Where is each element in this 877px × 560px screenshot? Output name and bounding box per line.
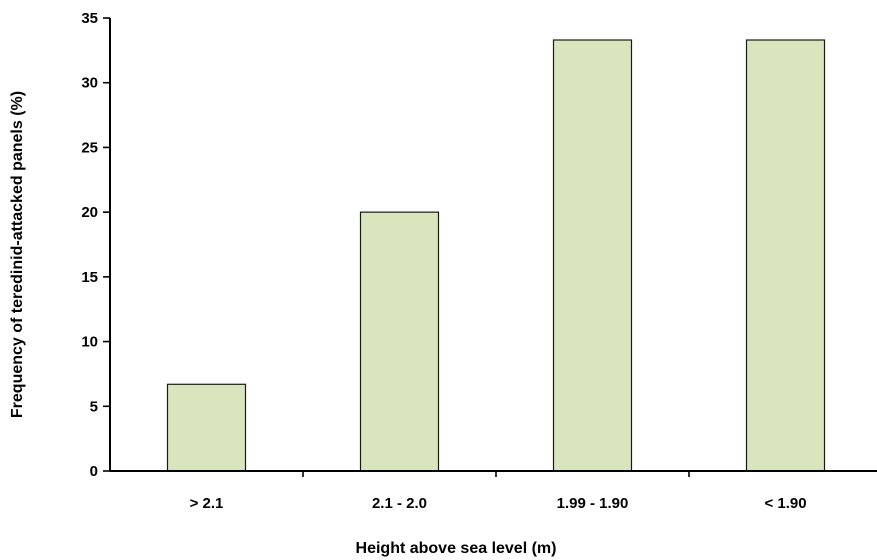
bars-group bbox=[166, 39, 826, 472]
x-tick-label: 2.1 - 2.0 bbox=[372, 495, 427, 512]
x-axis-title: Height above sea level (m) bbox=[356, 540, 557, 557]
x-axis-ticks: > 2.1 2.1 - 2.0 1.99 - 1.90 < 1.90 bbox=[190, 471, 807, 512]
y-tick-label: 25 bbox=[81, 139, 98, 156]
bar bbox=[166, 383, 247, 472]
bar bbox=[745, 39, 826, 472]
y-tick-label: 15 bbox=[81, 269, 98, 286]
y-axis-title: Frequency of teredinid-attacked panels (… bbox=[9, 91, 26, 418]
y-tick-label: 30 bbox=[81, 75, 98, 92]
x-tick-label: 1.99 - 1.90 bbox=[557, 495, 629, 512]
bar bbox=[552, 39, 633, 472]
y-tick-label: 0 bbox=[90, 463, 98, 480]
x-tick-label: > 2.1 bbox=[190, 495, 224, 512]
y-tick-label: 35 bbox=[81, 10, 98, 27]
bar bbox=[359, 211, 440, 472]
y-tick-label: 5 bbox=[90, 398, 98, 415]
y-axis-ticks: 0 5 10 15 20 25 30 35 bbox=[81, 10, 110, 480]
x-tick-label: < 1.90 bbox=[764, 495, 806, 512]
y-tick-label: 10 bbox=[81, 334, 98, 351]
y-tick-label: 20 bbox=[81, 204, 98, 221]
